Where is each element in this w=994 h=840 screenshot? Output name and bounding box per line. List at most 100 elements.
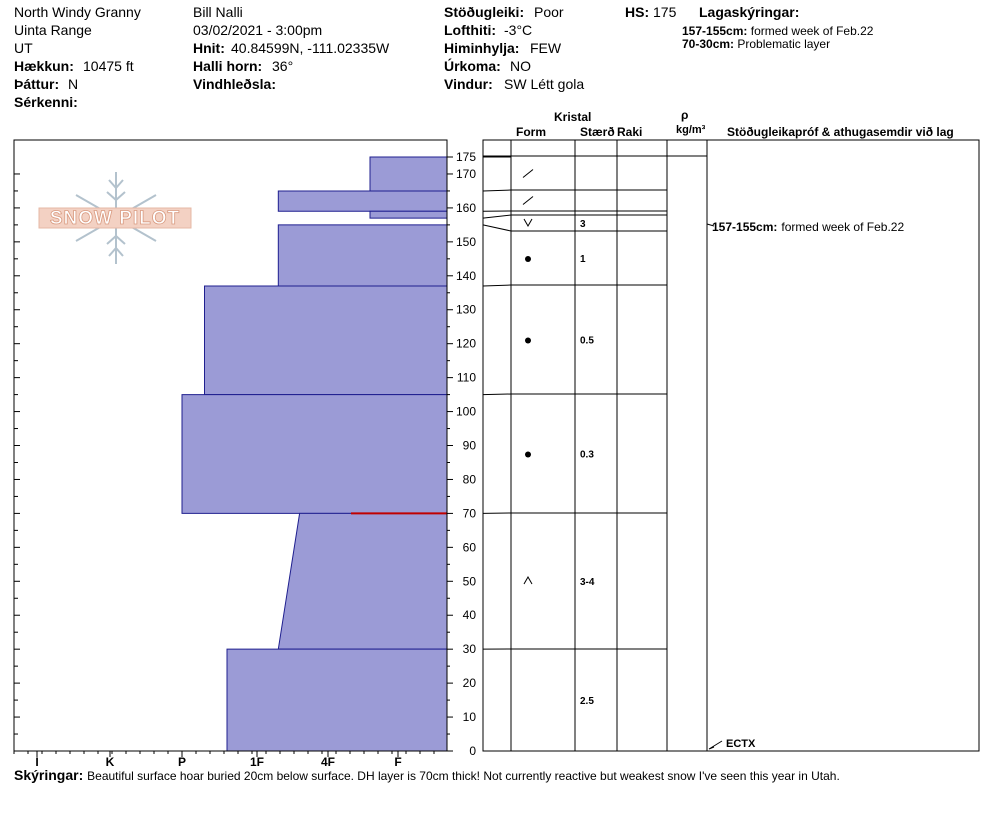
hardness-tick-label: K <box>106 755 115 769</box>
test-note: 157-155cm: formed week of Feb.22 <box>712 220 904 234</box>
left-tick-marks <box>14 173 20 735</box>
depth-tick-label: 110 <box>457 371 476 385</box>
depth-tick-label: 40 <box>463 608 477 622</box>
grain-size-label: 3 <box>580 219 586 230</box>
observer-name: Bill Nalli <box>193 4 243 20</box>
state: UT <box>14 40 33 56</box>
hs-label: HS: <box>625 4 650 20</box>
layer-connector <box>482 393 512 396</box>
hardness-tick-label: P <box>178 755 186 769</box>
depth-tick-label: 10 <box>463 710 477 724</box>
hardness-layer <box>181 394 448 514</box>
depth-tick-label: 70 <box>463 506 477 520</box>
wind-value: SW Létt gola <box>504 76 585 92</box>
stability-tests-header: Stöðugleikapróf & athugasemdir við lag <box>727 125 954 139</box>
layer-connector <box>482 214 512 219</box>
layer-note-1-range: 157-155cm: <box>682 24 748 38</box>
coords-value: 40.84599N, -111.02335W <box>231 40 390 56</box>
hs-value: 175 <box>653 4 677 20</box>
density-unit: kg/m³ <box>676 124 706 136</box>
hardness-axis: I K P 1F 4F F <box>13 751 435 769</box>
hardness-layer <box>369 210 448 219</box>
hardness-layer <box>277 190 448 212</box>
sky-label: Himinhylja: <box>444 40 520 56</box>
layer-notes-label: Lagaskýringar: <box>699 4 800 20</box>
depth-tick-label: 30 <box>463 642 477 656</box>
hardness-tick-label: I <box>35 755 38 769</box>
elevation-value: 10475 ft <box>83 58 134 74</box>
test-note-range: 157-155cm: <box>712 220 777 234</box>
hardness-layer <box>369 156 448 192</box>
stability-value: Poor <box>534 4 564 20</box>
aspect-value: N <box>68 76 79 92</box>
size-header: Stærð <box>580 125 615 139</box>
hardness-layer <box>277 512 448 650</box>
layer-note-1: 157-155cm: formed week of Feb.22 <box>682 24 873 38</box>
precip-particles-icon <box>522 196 534 205</box>
precip-value: NO <box>510 58 531 74</box>
mountain-range: Uinta Range <box>14 22 92 38</box>
layer-connector <box>482 224 512 232</box>
snowpilot-logo: SNOW PILOT <box>38 172 192 264</box>
rounded-grains-icon <box>525 451 531 458</box>
hardness-layer <box>204 285 448 396</box>
wind-loading-label: Vindhleðsla: <box>193 76 276 92</box>
layer-note-2: 70-30cm: Problematic layer <box>682 37 830 51</box>
crystal-header: Kristal <box>554 110 592 124</box>
hardness-layer <box>277 224 448 287</box>
test-result-arrow <box>708 740 723 750</box>
comment-text: Beautiful surface hoar buried 20cm below… <box>87 769 840 783</box>
depth-tick-label: 130 <box>456 303 476 317</box>
coords-label: Hnit: <box>193 40 225 56</box>
depth-tick-label: 120 <box>456 337 476 351</box>
depth-tick-label: 50 <box>463 574 477 588</box>
stability-label: Stöðugleiki: <box>444 4 525 20</box>
precip-label: Úrkoma: <box>444 58 501 74</box>
grain-size-label: 2.5 <box>580 696 594 707</box>
air-temp-value: -3°C <box>504 22 533 38</box>
depth-tick-label: 80 <box>463 472 477 486</box>
depth-axis: 0 10 20 30 40 50 60 70 80 90 100 110 120 130 140 150 160… <box>447 150 476 758</box>
table-frame <box>482 139 980 752</box>
test-note-text: formed week of Feb.22 <box>781 220 904 234</box>
grain-size-label: 1 <box>580 254 586 265</box>
layer-rows: 3 1 0.5 0.3 3-4 2.5 <box>511 169 667 707</box>
test-result: ECTX <box>726 738 756 750</box>
observation-datetime: 03/02/2021 - 3:00pm <box>193 22 323 38</box>
layer-connector <box>482 189 512 192</box>
surface-hoar-icon <box>523 218 533 228</box>
layer-note-1-text: formed week of Feb.22 <box>750 24 874 38</box>
slope-value: 36° <box>272 58 294 74</box>
logo-banner <box>38 207 192 229</box>
layer-note-2-text: Problematic layer <box>737 37 831 51</box>
hardness-tick-label: F <box>394 755 401 769</box>
grain-size-label: 3-4 <box>580 577 595 588</box>
moisture-header: Raki <box>617 125 643 139</box>
layer-connector <box>482 284 512 287</box>
layer-note-2-range: 70-30cm: <box>682 37 735 51</box>
depth-tick-label: 160 <box>456 201 476 215</box>
elevation-label: Hækkun: <box>14 58 74 74</box>
density-symbol: ρ <box>681 108 689 122</box>
comment-row: Skýringar: Beautiful surface hoar buried… <box>14 767 840 785</box>
depth-hoar-icon <box>523 575 533 585</box>
precip-particles-icon <box>522 169 534 178</box>
depth-tick-label: 175 <box>456 150 476 164</box>
depth-tick-label: 100 <box>456 405 476 419</box>
logo-text: SNOW PILOT <box>50 208 180 229</box>
features-label: Sérkenni: <box>14 94 78 110</box>
form-header: Form <box>516 125 546 139</box>
depth-tick-label: 20 <box>463 676 477 690</box>
comment-label: Skýringar: <box>14 767 84 783</box>
rounded-grains-icon <box>525 256 531 262</box>
depth-tick-label: 170 <box>456 167 476 181</box>
grain-size-label: 0.5 <box>580 336 594 347</box>
depth-tick-label: 140 <box>456 269 476 283</box>
sky-value: FEW <box>530 40 562 56</box>
aspect-label: Þáttur: <box>14 76 60 92</box>
rounded-grains-icon <box>525 337 531 344</box>
depth-tick-label: 0 <box>469 744 476 758</box>
grain-size-label: 0.3 <box>580 450 594 461</box>
hardness-profile <box>181 156 448 752</box>
